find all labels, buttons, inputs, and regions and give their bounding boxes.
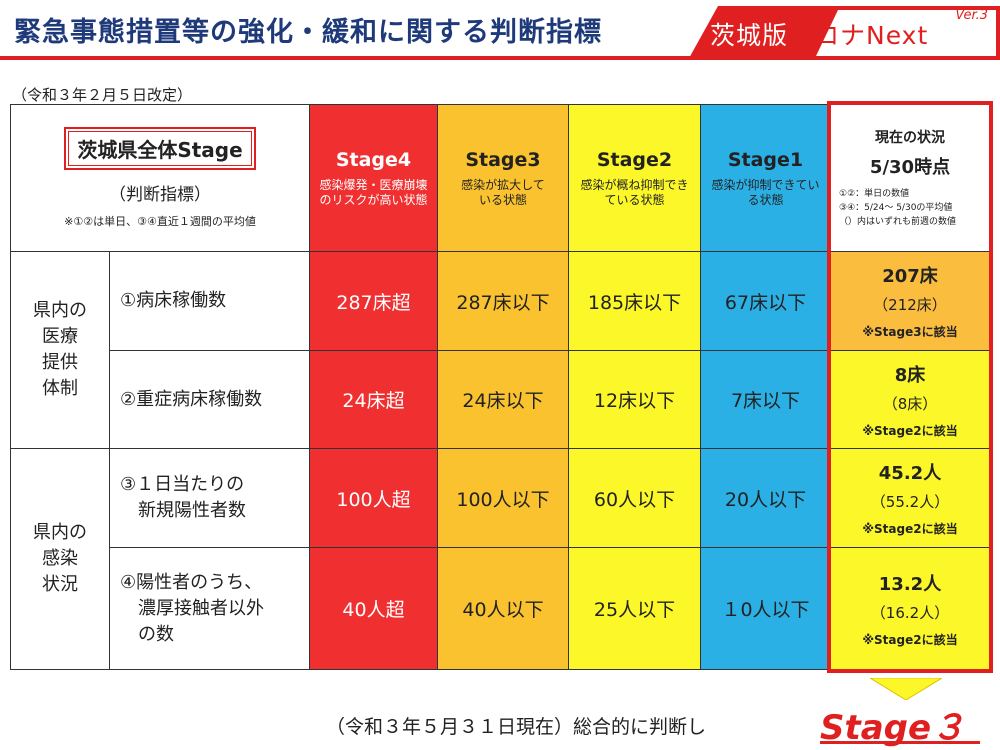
current-status-date: 5/30時点 [869,157,951,178]
brand-prefix: 茨城版 [710,21,789,50]
current-status-note-1: ①②：単日の数値 [839,189,910,199]
current-status-header: 現在の状況 5/30時点 ①②：単日の数値 ③④：5/24～ 5/30の平均値 … [830,104,990,252]
row1-stage4-value: 287床超 [309,251,438,351]
down-arrow-icon [870,678,942,700]
overall-judgment-text: （令和３年５月３１日現在）総合的に判断し [326,716,707,738]
row2-stage1-value: 7床以下 [700,350,831,449]
revision-date: （令和３年２月５日改定） [12,86,193,104]
corner-header-cell: 茨城県全体Stage （判断指標） ※①②は単日、③④直近１週間の平均値 [10,104,310,252]
group-label-infection: 県内の 感染 状況 [10,448,110,670]
row4-current-value: 13.2人 （16.2人） ※Stage2に該当 [830,547,990,670]
criteria-label: （判断指標） [109,185,211,205]
row2-stage4-value: 24床超 [309,350,438,449]
header: 緊急事態措置等の強化・緩和に関する判断指標 茨城版コロナNext Ver.3 [0,0,1000,62]
stage2-header: Stage2 感染が概ね抑制できている状態 [568,104,701,252]
brand-name: 茨城版コロナNext [710,16,928,52]
current-status-note-2: ③④：5/24～ 5/30の平均値 [839,203,953,213]
overall-stage-underline [820,741,980,744]
row1-stage3-value: 287床以下 [437,251,569,351]
brand-mid: コロナ [788,21,867,50]
brand-logo: 茨城版コロナNext Ver.3 [688,6,1000,60]
row3-stage2-value: 60人以下 [568,448,701,548]
row4-stage4-value: 40人超 [309,547,438,670]
row2-current-value: 8床 （8床） ※Stage2に該当 [830,350,990,449]
row3-stage4-value: 100人超 [309,448,438,548]
stage3-header: Stage3 感染が拡大している状態 [437,104,569,252]
current-status-note-3: （）内はいずれも前週の数値 [839,217,957,227]
row4-stage1-value: １0人以下 [700,547,831,670]
prefecture-stage-badge: 茨城県全体Stage [64,127,256,170]
row3-stage1-value: 20人以下 [700,448,831,548]
row1-stage1-value: 67床以下 [700,251,831,351]
row-label-non-contact-positives: ④陽性者のうち、 濃厚接触者以外 の数 [109,547,310,670]
row2-stage2-value: 12床以下 [568,350,701,449]
brand-version: Ver.3 [955,8,988,23]
row3-stage3-value: 100人以下 [437,448,569,548]
brand-banner-shape [688,6,1000,60]
header-divider [0,56,1000,60]
stage1-header: Stage1 感染が抑制できている状態 [700,104,831,252]
page-title: 緊急事態措置等の強化・緩和に関する判断指標 [14,17,602,48]
row2-stage3-value: 24床以下 [437,350,569,449]
brand-suffix: Next [866,21,929,50]
row-label-beds: ①病床稼働数 [109,251,310,351]
row4-stage2-value: 25人以下 [568,547,701,670]
row4-stage3-value: 40人以下 [437,547,569,670]
stage4-header: Stage4 感染爆発・医療崩壊のリスクが高い状態 [309,104,438,252]
row1-stage2-value: 185床以下 [568,251,701,351]
row1-current-value: 207床 （212床） ※Stage3に該当 [830,251,990,351]
row3-current-value: 45.2人 （55.2人） ※Stage2に該当 [830,448,990,548]
row-label-new-positives: ③１日当たりの 新規陽性者数 [109,448,310,548]
criteria-note: ※①②は単日、③④直近１週間の平均値 [64,215,256,228]
group-label-medical: 県内の 医療 提供 体制 [10,251,110,449]
row-label-severe-beds: ②重症病床稼働数 [109,350,310,449]
